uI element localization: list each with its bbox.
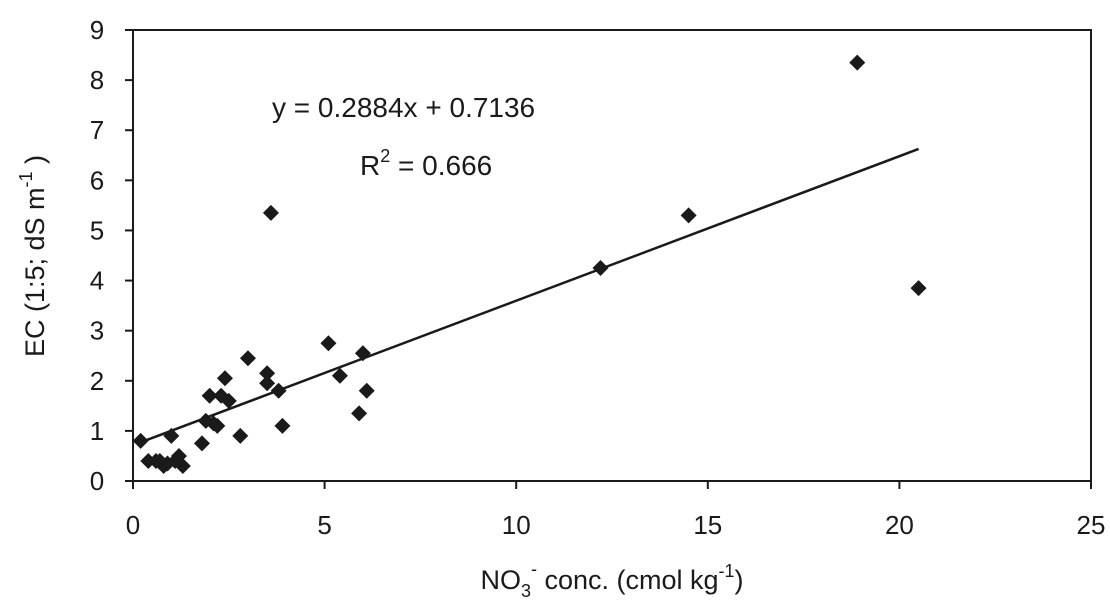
x-axis-tick-labels: 0 5 10 15 20 25 [126,510,1106,540]
r-squared-label: R2 = 0.666 [360,146,492,181]
x-tick-label-0: 0 [126,510,140,540]
trendline [140,147,920,444]
data-point-17 [220,392,237,409]
y-tick-label-4: 4 [90,266,104,296]
y-axis-tick-labels: 0 1 2 3 4 5 6 7 8 9 [90,15,104,496]
y-tick-label-1: 1 [90,416,104,446]
data-point-12 [201,387,218,404]
trendline-equation: y = 0.2884x + 0.7136 [272,92,535,123]
data-point-14 [209,417,226,434]
y-tick-label-8: 8 [90,65,104,95]
data-point-29 [358,382,375,399]
data-point-32 [849,54,866,71]
x-tick-label-2: 10 [502,510,531,540]
data-point-24 [274,417,291,434]
data-point-33 [910,280,927,297]
y-tick-label-6: 6 [90,165,104,195]
x-tick-label-3: 15 [693,510,722,540]
data-point-27 [351,405,368,422]
y-axis-ticks [125,29,133,482]
data-point-16 [216,370,233,387]
y-tick-label-2: 2 [90,366,104,396]
y-tick-label-3: 3 [90,316,104,346]
data-point-31 [680,207,697,224]
data-point-22 [262,204,279,221]
y-tick-label-7: 7 [90,115,104,145]
data-point-30 [592,260,609,277]
data-point-19 [239,350,256,367]
plot-area-frame [132,29,1092,482]
x-tick-label-1: 5 [317,510,331,540]
data-point-6 [163,427,180,444]
x-tick-label-4: 20 [885,510,914,540]
x-tick-label-5: 25 [1077,510,1106,540]
x-axis-ticks [132,481,1092,489]
y-tick-label-9: 9 [90,15,104,45]
data-point-10 [193,435,210,452]
data-point-20 [259,365,276,382]
data-point-26 [331,367,348,384]
data-point-18 [232,427,249,444]
data-point-21 [259,375,276,392]
data-point-23 [270,382,287,399]
data-point-9 [174,457,191,474]
y-axis-title: EC (1:5; dS m-1 ) [16,155,50,357]
data-point-25 [320,335,337,352]
data-point-28 [354,345,371,362]
data-points [132,54,927,474]
y-tick-label-0: 0 [90,466,104,496]
y-tick-label-5: 5 [90,215,104,245]
data-point-0 [132,432,149,449]
x-axis-title: NO3- conc. (cmol kg-1) [480,559,743,601]
